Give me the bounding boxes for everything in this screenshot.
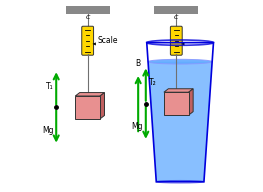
- Text: T₂: T₂: [149, 78, 156, 87]
- Bar: [164, 92, 189, 115]
- Polygon shape: [92, 42, 96, 46]
- Ellipse shape: [148, 59, 212, 64]
- Text: C: C: [174, 15, 179, 20]
- FancyBboxPatch shape: [170, 26, 182, 55]
- Polygon shape: [164, 89, 193, 92]
- Polygon shape: [100, 93, 104, 119]
- Polygon shape: [181, 42, 184, 46]
- Text: B: B: [136, 59, 141, 68]
- Text: C: C: [85, 15, 90, 20]
- Text: Mg: Mg: [42, 126, 53, 135]
- Polygon shape: [189, 89, 193, 115]
- Polygon shape: [148, 62, 212, 182]
- Polygon shape: [75, 93, 104, 96]
- Bar: [66, 6, 110, 14]
- Text: T₁: T₁: [46, 82, 53, 91]
- Text: Scale: Scale: [97, 36, 118, 45]
- Text: Mg: Mg: [132, 122, 143, 131]
- Bar: [154, 6, 198, 14]
- Bar: [75, 96, 100, 119]
- FancyBboxPatch shape: [82, 26, 94, 55]
